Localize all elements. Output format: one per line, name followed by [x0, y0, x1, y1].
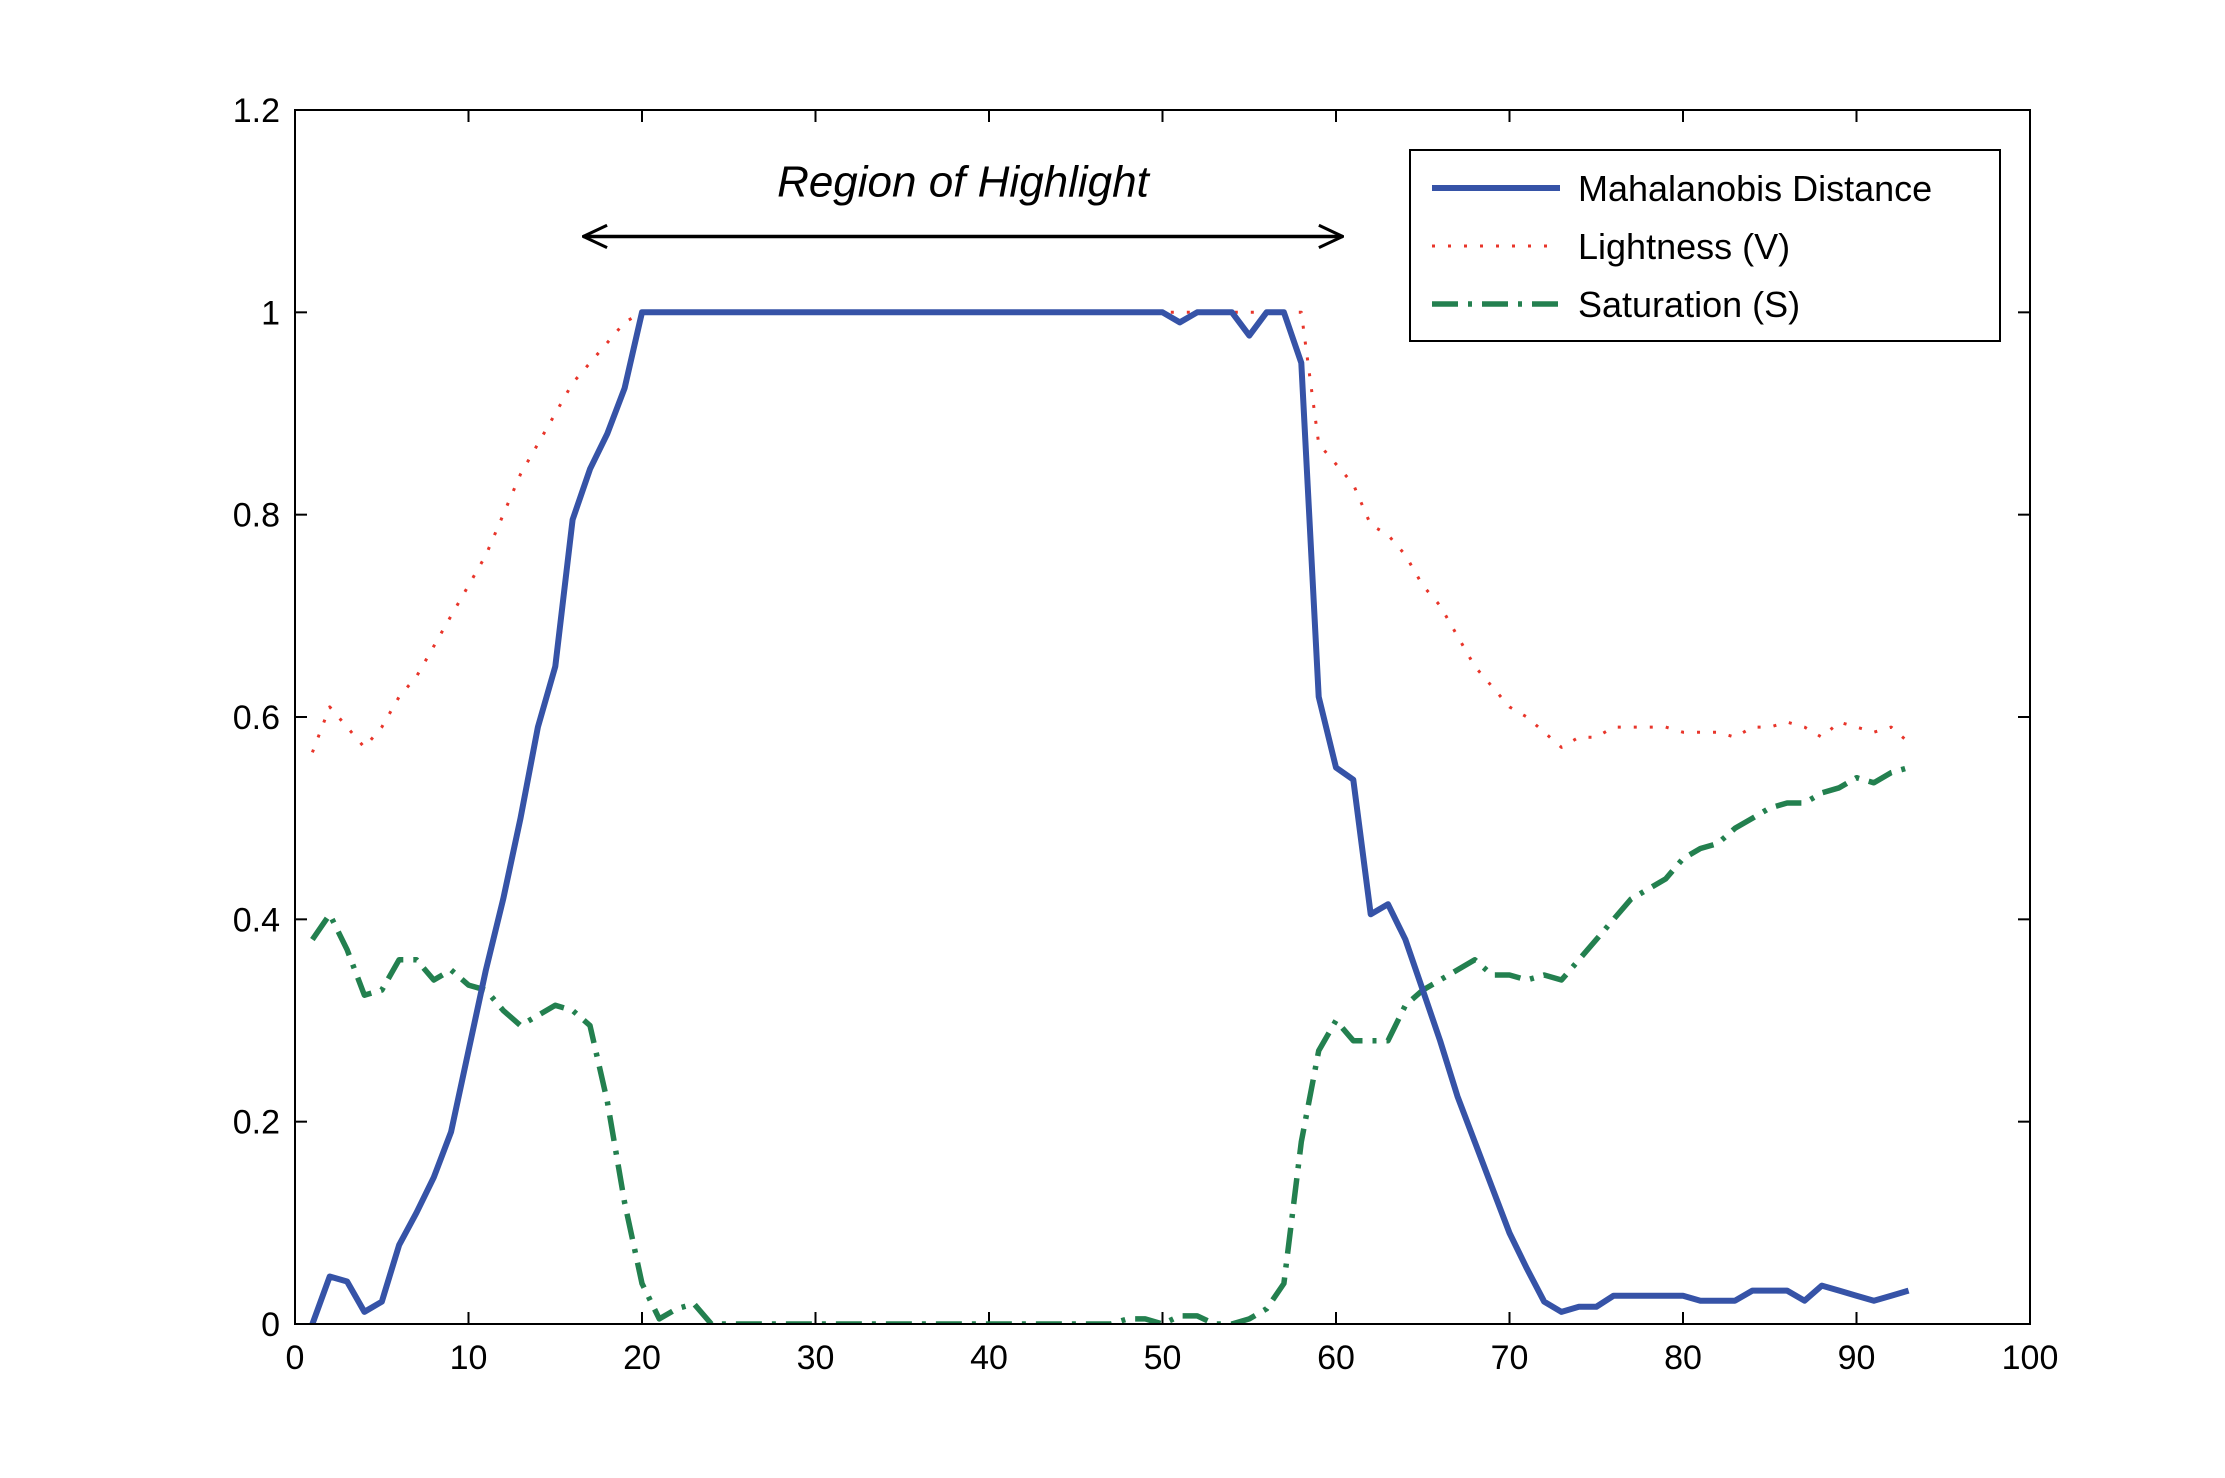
x-tick-label: 50 [1144, 1339, 1182, 1377]
region-annotation: Region of Highlight [583, 157, 1342, 236]
x-tick-label: 70 [1491, 1339, 1529, 1377]
series-line-saturation-s [310, 764, 1910, 1324]
annotation-label: Region of Highlight [777, 157, 1151, 206]
series-line-mahalanobis-distance [309, 309, 1910, 1324]
series-layer [309, 309, 1910, 1324]
y-tick-label: 0.8 [233, 497, 280, 535]
legend-label: Mahalanobis Distance [1578, 168, 1932, 209]
x-tick-label: 30 [797, 1339, 835, 1377]
y-tick-label: 0.4 [233, 901, 280, 939]
x-tick-label: 60 [1317, 1339, 1355, 1377]
plot-frame [294, 109, 2031, 1325]
y-tick-label: 0.6 [233, 699, 280, 737]
y-tick-label: 1.2 [233, 92, 280, 130]
x-tick-label: 100 [2002, 1339, 2059, 1377]
legend-label: Lightness (V) [1578, 226, 1790, 267]
legend: Mahalanobis Distance Lightness (V) Saturat… [1409, 149, 2001, 342]
x-tick-label: 20 [623, 1339, 661, 1377]
y-tick-label: 1 [261, 294, 280, 332]
tick-labels: 0 10 20 30 40 50 60 70 80 90 100 0 0.2 0.4 0.6 0.8 1 1.2 [233, 92, 2059, 1377]
x-tick-label: 90 [1838, 1339, 1876, 1377]
x-tick-label: 80 [1664, 1339, 1702, 1377]
legend-label: Saturation (S) [1578, 284, 1800, 325]
x-tick-label: 40 [970, 1339, 1008, 1377]
x-tick-label: 10 [450, 1339, 488, 1377]
y-tick-label: 0.2 [233, 1104, 280, 1142]
y-tick-label: 0 [261, 1306, 280, 1344]
legend-box [1409, 149, 2001, 342]
x-tick-label: 0 [286, 1339, 305, 1377]
